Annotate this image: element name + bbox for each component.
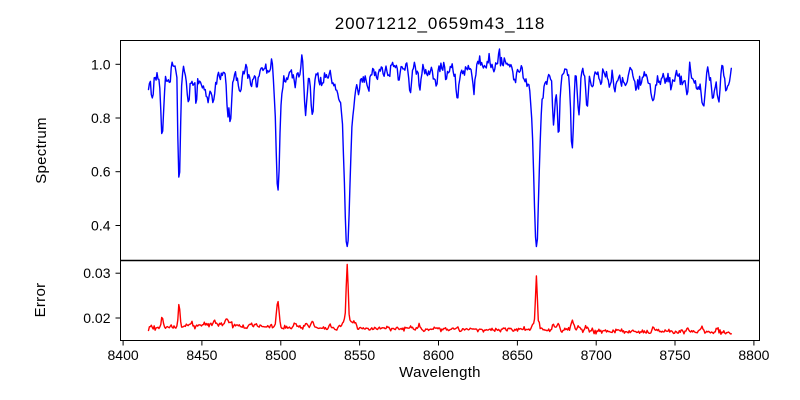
svg-text:8800: 8800 bbox=[738, 347, 769, 363]
svg-text:8400: 8400 bbox=[108, 347, 139, 363]
svg-text:0.03: 0.03 bbox=[83, 265, 110, 281]
svg-text:Error: Error bbox=[32, 283, 49, 318]
svg-text:8700: 8700 bbox=[581, 347, 612, 363]
svg-text:8550: 8550 bbox=[344, 347, 375, 363]
svg-text:8500: 8500 bbox=[265, 347, 296, 363]
svg-text:0.02: 0.02 bbox=[83, 310, 110, 326]
svg-text:20071212_0659m43_118: 20071212_0659m43_118 bbox=[335, 14, 546, 33]
svg-text:8450: 8450 bbox=[186, 347, 217, 363]
svg-text:0.4: 0.4 bbox=[91, 218, 111, 234]
svg-text:0.8: 0.8 bbox=[91, 110, 111, 126]
svg-text:Wavelength: Wavelength bbox=[399, 364, 481, 381]
svg-text:0.6: 0.6 bbox=[91, 164, 111, 180]
svg-text:8650: 8650 bbox=[502, 347, 533, 363]
svg-text:Spectrum: Spectrum bbox=[33, 117, 50, 184]
svg-text:8750: 8750 bbox=[659, 347, 690, 363]
svg-text:8600: 8600 bbox=[423, 347, 454, 363]
svg-text:1.0: 1.0 bbox=[91, 56, 111, 72]
